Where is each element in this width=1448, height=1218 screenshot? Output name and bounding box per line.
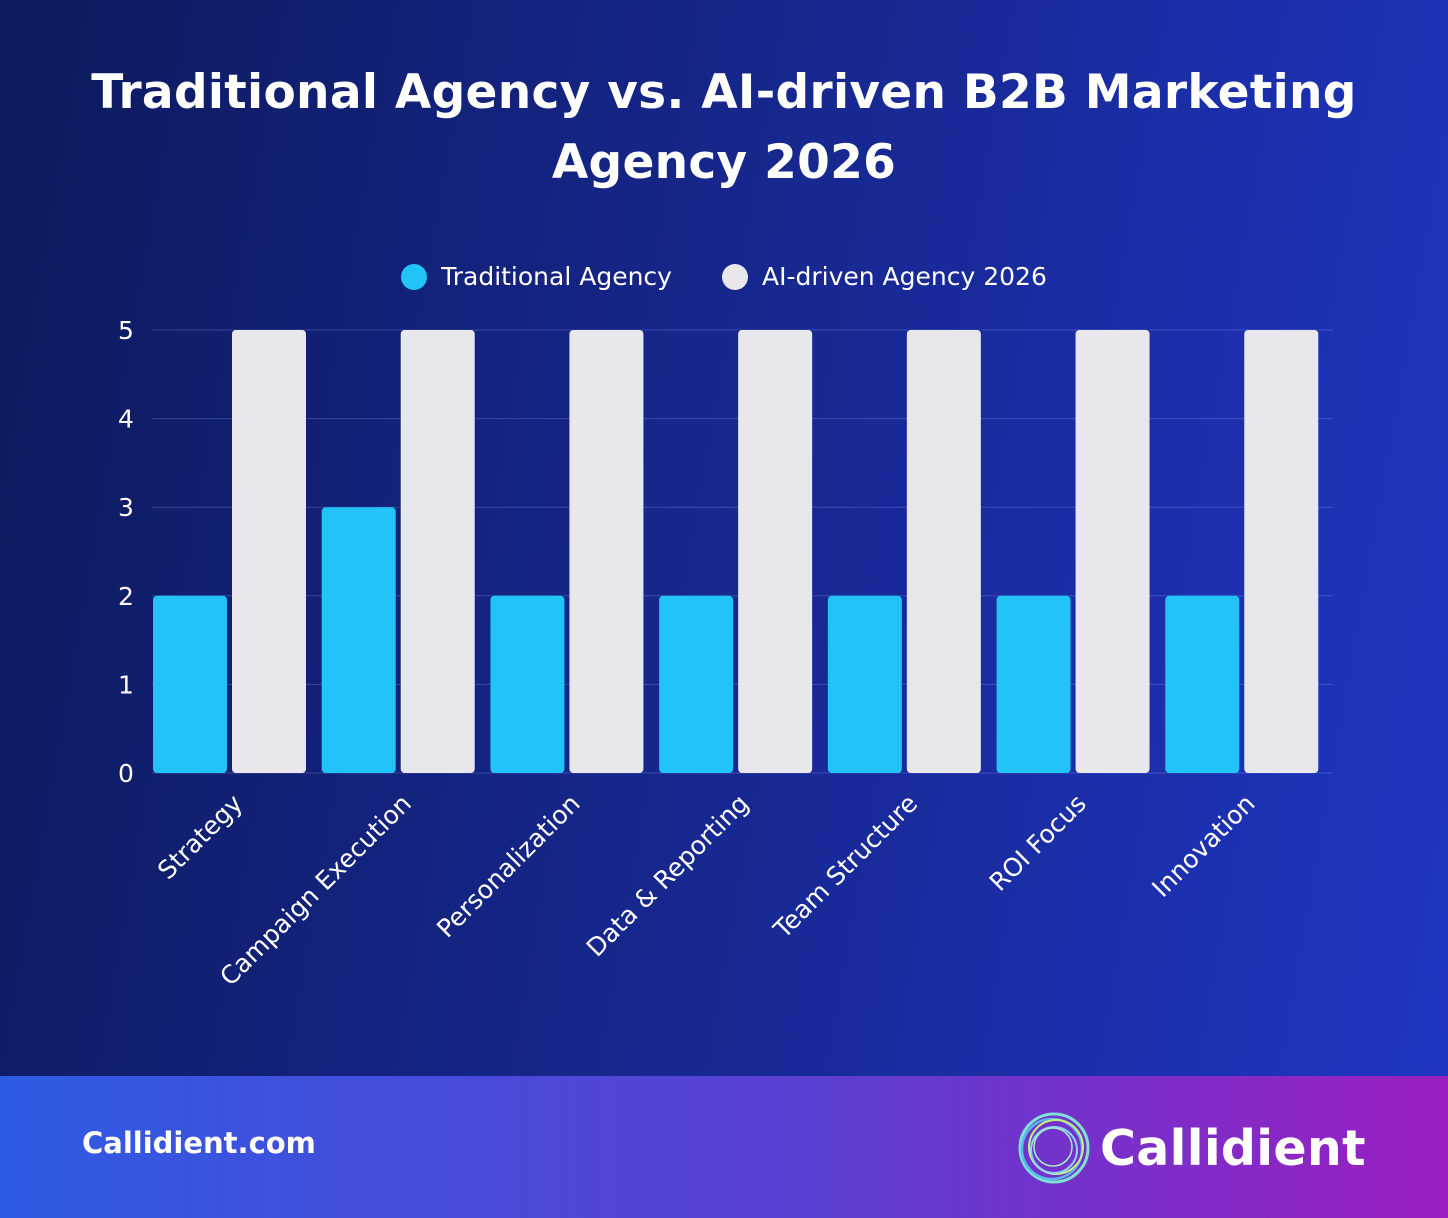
bar-ai-driven	[232, 330, 306, 773]
x-tick-label: Innovation	[1146, 789, 1260, 903]
brand-logo: Callidient	[1014, 1108, 1366, 1188]
brand-name: Callidient	[1100, 1119, 1366, 1177]
concentric-rings-logo-icon	[1018, 1112, 1090, 1184]
footer-bar: Callidient.com Callidient	[0, 1076, 1448, 1218]
bar-ai-driven	[906, 330, 981, 773]
legend-label-traditional: Traditional Agency	[441, 262, 672, 291]
bar-traditional	[1165, 595, 1240, 773]
bar-traditional	[659, 595, 734, 773]
legend-swatch-ai	[721, 263, 748, 290]
bar-traditional	[321, 507, 396, 773]
y-tick-label: 3	[118, 493, 134, 522]
x-tick-label: Campaign Execution	[214, 789, 417, 992]
x-tick-label: Strategy	[152, 789, 248, 885]
legend-item-ai: AI-driven Agency 2026	[721, 262, 1047, 291]
bar-traditional	[153, 595, 227, 773]
bar-ai-driven	[1075, 330, 1150, 773]
chart-legend: Traditional Agency AI-driven Agency 2026	[0, 262, 1448, 291]
x-tick-label: ROI Focus	[984, 789, 1092, 897]
bar-ai-driven	[738, 330, 813, 773]
footer-site-link[interactable]: Callidient.com	[82, 1126, 316, 1160]
y-tick-label: 0	[118, 759, 134, 788]
x-tick-label: Personalization	[431, 789, 586, 944]
bar-ai-driven	[1244, 330, 1319, 773]
chart-title: Traditional Agency vs. AI-driven B2B Mar…	[91, 65, 1357, 190]
y-tick-label: 1	[118, 670, 134, 699]
bar-traditional	[996, 595, 1071, 773]
y-tick-label: 4	[118, 405, 134, 434]
bar-traditional	[827, 595, 902, 773]
x-tick-label: Team Structure	[767, 789, 923, 945]
y-tick-label: 5	[118, 316, 134, 345]
legend-label-ai: AI-driven Agency 2026	[761, 262, 1047, 291]
x-tick-label: Data & Reporting	[581, 789, 755, 963]
bar-ai-driven	[400, 330, 475, 773]
y-tick-label: 2	[118, 582, 134, 611]
bar-ai-driven	[569, 330, 644, 773]
bar-traditional	[490, 595, 565, 773]
legend-swatch-traditional	[401, 263, 428, 290]
legend-item-traditional: Traditional Agency	[401, 262, 672, 291]
